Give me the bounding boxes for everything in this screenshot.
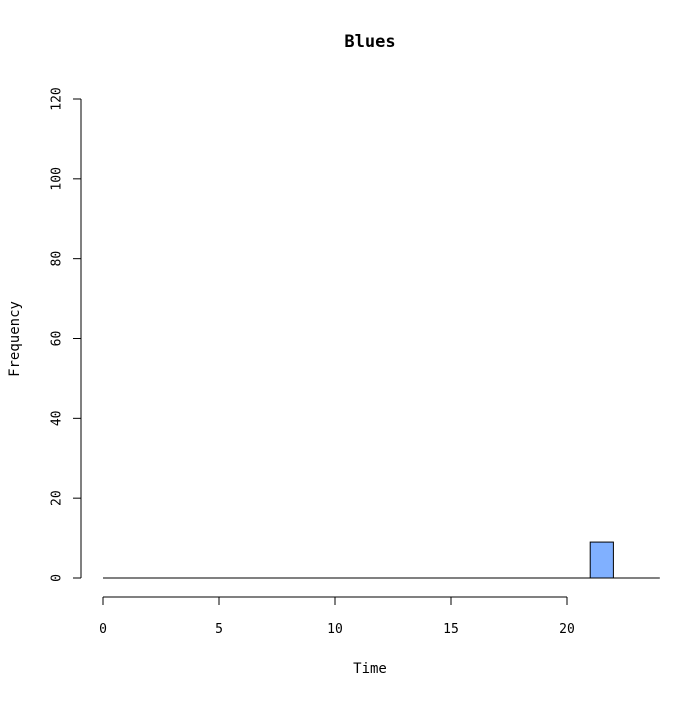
chart-title: Blues — [344, 32, 395, 52]
y-tick-label: 80 — [50, 251, 65, 267]
y-tick-label: 40 — [50, 411, 65, 427]
x-axis: 0 5 10 15 20 — [99, 596, 575, 637]
y-tick-label: 60 — [50, 331, 65, 347]
histogram-bar — [589, 541, 614, 579]
histogram-bars — [589, 541, 614, 579]
x-tick-label: 10 — [327, 622, 343, 637]
y-tick-label: 120 — [50, 87, 65, 110]
y-tick-label: 20 — [50, 490, 65, 506]
x-tick-label: 15 — [443, 622, 459, 637]
x-axis-label: Time — [353, 661, 387, 677]
x-tick-label: 20 — [559, 622, 575, 637]
y-tick-label: 0 — [50, 574, 65, 582]
y-tick-label: 100 — [50, 167, 65, 190]
x-tick-label: 0 — [99, 622, 107, 637]
y-axis: 0 20 40 60 80 100 120 — [50, 87, 82, 582]
y-axis-label: Frequency — [7, 301, 23, 377]
x-tick-label: 5 — [215, 622, 223, 637]
